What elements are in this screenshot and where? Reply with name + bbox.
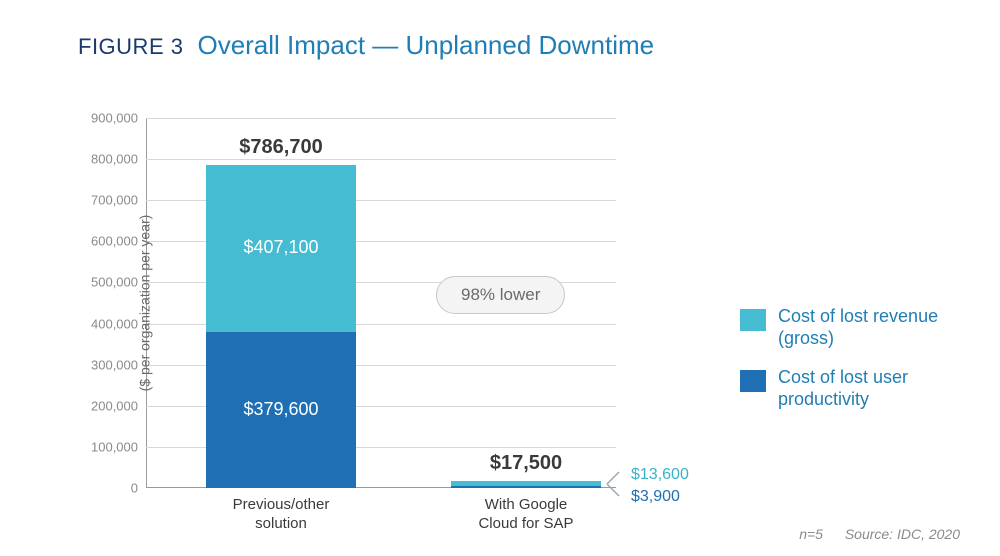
legend-label: Cost of lost revenue (gross) [778,306,980,349]
x-category-label: Previous/othersolution [191,496,371,534]
y-tick-label: 100,000 [58,439,138,454]
side-bracket [605,470,629,498]
side-value-label: $13,600 [631,466,689,484]
y-tick-label: 900,000 [58,111,138,126]
source-text: Source: IDC, 2020 [845,526,960,542]
bar-segment-revenue [451,481,601,487]
source-footnote: n=5 Source: IDC, 2020 [799,526,960,542]
figure-title: Overall Impact — Unplanned Downtime [197,30,654,61]
y-tick-label: 400,000 [58,316,138,331]
bar-segment-label: $407,100 [206,237,356,258]
y-tick-label: 0 [58,481,138,496]
bar-group: $379,600 $407,100 [206,118,356,488]
plot-region: 0100,000200,000300,000400,000500,000600,… [146,118,616,488]
y-tick-label: 200,000 [58,398,138,413]
figure-label: FIGURE 3 [78,34,183,60]
x-category-label: With GoogleCloud for SAP [436,496,616,534]
chart: 0100,000200,000300,000400,000500,000600,… [146,118,616,488]
y-tick-label: 700,000 [58,193,138,208]
legend-item: Cost of lost user productivity [740,367,980,410]
bar-total-label: $17,500 [426,452,626,475]
y-axis-title: ($ per organization per year) [136,215,152,392]
legend-swatch [740,309,766,331]
side-value-label: $3,900 [631,488,680,506]
sample-size: n=5 [799,526,823,542]
legend-swatch [740,370,766,392]
callout-pill: 98% lower [436,276,565,314]
legend-label: Cost of lost user productivity [778,367,980,410]
legend: Cost of lost revenue (gross) Cost of lost… [740,306,980,428]
bar-total-label: $786,700 [181,136,381,159]
y-tick-label: 800,000 [58,152,138,167]
legend-item: Cost of lost revenue (gross) [740,306,980,349]
figure-heading: FIGURE 3 Overall Impact — Unplanned Down… [78,30,654,61]
y-tick-label: 300,000 [58,357,138,372]
bar-segment-label: $379,600 [206,399,356,420]
y-tick-label: 500,000 [58,275,138,290]
y-tick-label: 600,000 [58,234,138,249]
